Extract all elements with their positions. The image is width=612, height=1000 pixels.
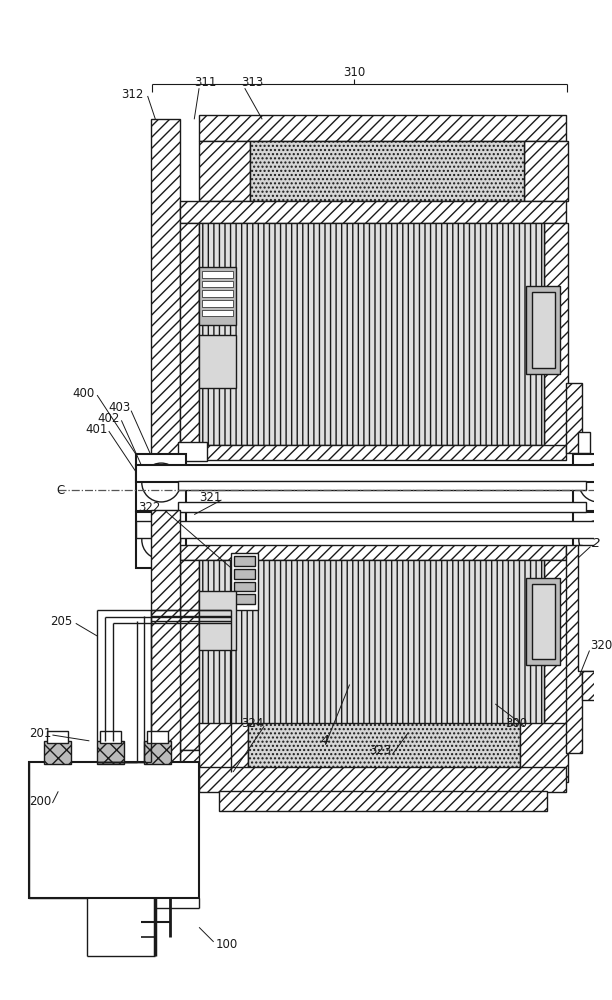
Text: C: C [56, 484, 65, 497]
Text: 2: 2 [592, 537, 601, 550]
Bar [199, 141, 250, 201]
Bar [520, 723, 568, 782]
Bar [97, 741, 124, 764]
Bar [573, 454, 612, 511]
Bar [234, 556, 255, 566]
Bar [177, 442, 207, 461]
Bar [524, 141, 568, 201]
Bar [144, 741, 171, 764]
Text: 100: 100 [215, 938, 238, 951]
Bar [199, 115, 566, 141]
Text: 313: 313 [241, 76, 263, 89]
Bar [202, 300, 233, 307]
Bar [100, 731, 121, 743]
Text: 201: 201 [29, 727, 51, 740]
Text: 300: 300 [505, 717, 527, 730]
Bar [578, 545, 607, 671]
Bar [234, 569, 255, 579]
Text: 200: 200 [29, 795, 51, 808]
Bar [544, 560, 568, 750]
Circle shape [579, 520, 612, 559]
Bar [47, 731, 68, 743]
Bar [177, 481, 586, 490]
Bar [566, 545, 582, 753]
Bar [199, 223, 544, 445]
Circle shape [142, 463, 181, 502]
Bar [199, 723, 248, 782]
Bar [136, 521, 612, 538]
Bar [199, 560, 544, 748]
Bar [180, 545, 566, 560]
Bar [151, 510, 180, 791]
Text: 4: 4 [321, 734, 329, 747]
Bar [180, 560, 199, 750]
Circle shape [579, 463, 612, 502]
Text: 402: 402 [97, 412, 119, 425]
Bar [199, 767, 566, 792]
Bar [532, 584, 554, 659]
Bar [202, 271, 233, 278]
Text: 403: 403 [109, 401, 131, 414]
Text: 400: 400 [73, 387, 95, 400]
Text: 311: 311 [194, 76, 217, 89]
Bar [199, 591, 236, 650]
Bar [199, 267, 236, 325]
Text: 322: 322 [138, 501, 160, 514]
Bar [248, 723, 520, 774]
Bar [43, 741, 71, 764]
Circle shape [142, 520, 181, 559]
Bar [582, 671, 608, 700]
Bar [202, 310, 233, 316]
Text: 312: 312 [121, 88, 144, 101]
Bar [202, 290, 233, 297]
Bar [231, 553, 258, 610]
Bar [151, 119, 180, 493]
Text: 310: 310 [343, 66, 365, 79]
Bar [250, 141, 524, 201]
Bar [202, 281, 233, 287]
Bar [566, 383, 582, 453]
Text: 321: 321 [199, 491, 222, 504]
Bar [578, 432, 589, 453]
Bar [180, 201, 566, 223]
Text: 324: 324 [241, 717, 263, 730]
Bar [136, 454, 187, 511]
Text: 323: 323 [369, 744, 391, 757]
Text: 320: 320 [591, 639, 612, 652]
Bar [526, 578, 561, 665]
Bar [234, 594, 255, 604]
Bar [177, 502, 586, 512]
Bar [218, 791, 547, 811]
Bar [532, 292, 554, 368]
Bar [136, 465, 612, 482]
Bar [199, 335, 236, 388]
Bar [180, 750, 566, 767]
Bar [526, 286, 561, 374]
Text: 205: 205 [51, 615, 73, 628]
Bar [180, 223, 199, 447]
Bar [573, 512, 612, 568]
Bar [136, 512, 187, 568]
Text: 401: 401 [86, 423, 108, 436]
Bar [180, 445, 566, 460]
Bar [544, 223, 568, 447]
Bar [29, 762, 199, 898]
Bar [147, 731, 168, 743]
Bar [234, 582, 255, 591]
